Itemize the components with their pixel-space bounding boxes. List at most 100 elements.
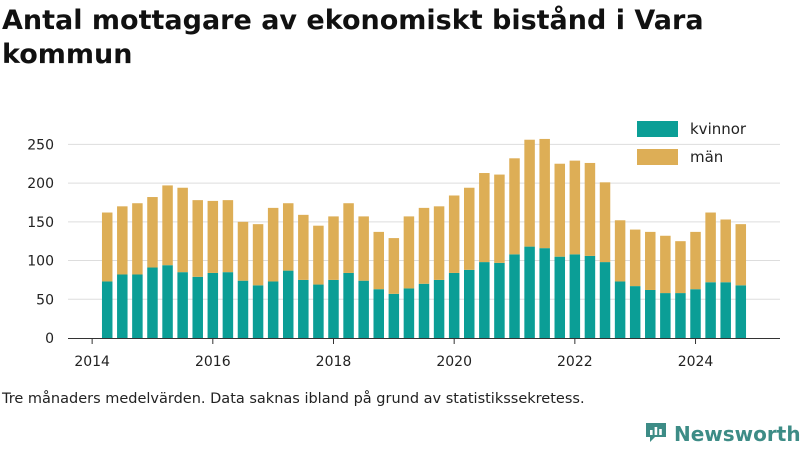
brand-name: Newsworthy (674, 422, 800, 446)
legend-label: män (690, 148, 723, 166)
bar-man (101, 212, 113, 282)
x-tick-label: 2018 (316, 354, 352, 370)
bar-kvinnor (675, 293, 686, 338)
bar-kvinnor (207, 272, 219, 338)
bar-kvinnor (448, 272, 460, 338)
bar-man (177, 187, 188, 273)
bar-man (147, 197, 158, 268)
y-tick-label: 250 (27, 137, 54, 153)
bar-kvinnor (117, 274, 128, 338)
bar-man (675, 241, 686, 294)
bar-man (614, 220, 626, 282)
bar-kvinnor (101, 281, 113, 338)
x-tick-label: 2022 (557, 354, 593, 370)
legend: kvinnor män (637, 120, 747, 166)
y-tick-label: 50 (36, 292, 54, 308)
bar-man (645, 231, 656, 290)
bar-man (237, 221, 249, 281)
axes: 0 50 100 150 200 250 2014 2016 2018 2020 2022 2024 (27, 137, 780, 370)
bar-man (418, 207, 430, 284)
bar-man (388, 238, 400, 294)
bar-man (433, 206, 445, 280)
bar-man (735, 224, 747, 286)
y-tick-label: 150 (27, 215, 54, 231)
bar-man (705, 212, 716, 283)
footnote: Tre månaders medelvärden. Data saknas ib… (2, 391, 585, 407)
bar-man (343, 203, 354, 273)
bar-kvinnor (298, 279, 309, 338)
bar-kvinnor (177, 272, 188, 338)
y-tick-label: 100 (27, 254, 54, 270)
bar-man (524, 139, 535, 247)
bar-kvinnor (313, 284, 324, 338)
bar-kvinnor (237, 280, 249, 338)
bar-man (569, 160, 581, 255)
bar-man (252, 224, 264, 286)
bar-kvinnor (403, 288, 415, 338)
bar-kvinnor (464, 269, 475, 338)
bar-man (267, 207, 279, 282)
bar-kvinnor (282, 270, 294, 338)
bar-man (479, 173, 490, 263)
x-tick-label: 2014 (74, 354, 110, 370)
legend-swatch (637, 149, 678, 165)
bar-kvinnor (373, 289, 384, 338)
x-tick-label: 2024 (678, 354, 714, 370)
bar-man (313, 225, 324, 285)
bar-kvinnor (509, 254, 520, 338)
brand-logo: Newsworthy (644, 420, 800, 448)
bar-kvinnor (358, 280, 369, 338)
bar-kvinnor (388, 293, 400, 338)
bar-kvinnor (660, 293, 671, 338)
bar-man (132, 203, 143, 275)
bar-man (328, 216, 339, 280)
bar-kvinnor (418, 283, 430, 338)
legend-swatch (637, 121, 678, 137)
bar-man (720, 219, 731, 283)
bar-man (192, 200, 203, 277)
bar-kvinnor (267, 281, 279, 338)
bar-kvinnor (599, 262, 611, 338)
bar-man (464, 187, 475, 270)
bar-man (222, 200, 234, 273)
y-tick-label: 200 (27, 176, 54, 192)
bar-man (358, 216, 369, 281)
bar-kvinnor (584, 255, 596, 338)
bar-man (373, 231, 384, 290)
bar-man (660, 235, 671, 294)
bar-man (599, 182, 611, 263)
bar-man (509, 158, 520, 255)
newsworthy-logo-icon (644, 420, 668, 448)
bar-kvinnor (494, 262, 505, 338)
bar-kvinnor (252, 285, 264, 338)
bars (101, 138, 747, 338)
x-tick-label: 2016 (195, 354, 231, 370)
bar-kvinnor (132, 274, 143, 338)
bar-kvinnor (720, 282, 731, 338)
bar-man (690, 231, 701, 290)
bar-kvinnor (524, 246, 535, 338)
legend-label: kvinnor (690, 120, 747, 138)
bar-man (403, 216, 415, 289)
bar-kvinnor (147, 267, 158, 338)
bar-kvinnor (629, 286, 641, 338)
bar-kvinnor (569, 254, 581, 338)
bar-kvinnor (162, 265, 173, 338)
bar-man (554, 163, 566, 257)
bar-man (298, 214, 309, 280)
bar-man (117, 206, 128, 275)
bar-kvinnor (479, 262, 490, 338)
bar-kvinnor (705, 282, 716, 338)
bar-man (584, 162, 596, 256)
bar-kvinnor (433, 279, 445, 338)
chart-title: Antal mottagare av ekonomiskt bistånd i … (2, 5, 704, 70)
bar-man (494, 174, 505, 263)
x-tick-label: 2020 (436, 354, 472, 370)
bar-man (282, 203, 294, 271)
bar-kvinnor (645, 289, 656, 338)
bar-man (207, 200, 219, 273)
bar-man (448, 195, 460, 273)
bar-man (162, 185, 173, 266)
bar-kvinnor (614, 281, 626, 338)
